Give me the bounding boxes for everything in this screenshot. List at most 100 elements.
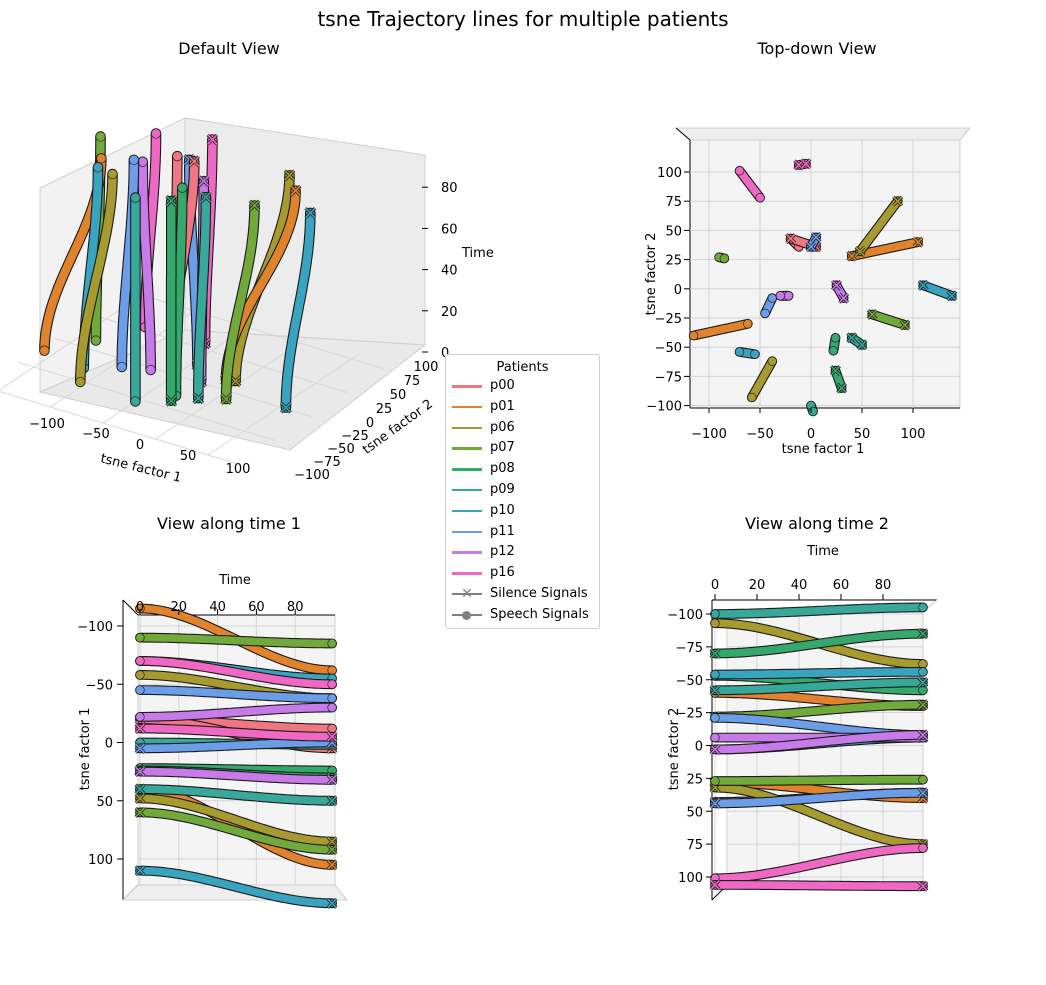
x-tick-label: 20 — [171, 600, 188, 615]
speech-marker — [734, 166, 745, 176]
trajectory-line — [136, 657, 336, 689]
trajectory-line — [711, 731, 927, 754]
cross-marker — [806, 241, 816, 252]
silence-marker — [165, 195, 178, 207]
trajectory-line — [138, 157, 155, 375]
trajectory-line — [711, 775, 927, 785]
speech-marker — [710, 618, 720, 628]
speech-marker — [918, 667, 928, 677]
silence-marker — [946, 290, 958, 302]
speech-marker — [135, 670, 145, 680]
legend-label: p10 — [490, 502, 515, 518]
trajectory-line — [711, 668, 927, 679]
x-tick-label: 0 — [807, 427, 815, 442]
silence-marker — [709, 648, 721, 659]
trajectory-line — [711, 881, 927, 890]
trajectory-line — [136, 703, 336, 721]
figure-title: tsne Trajectory lines for multiple patie… — [317, 7, 728, 31]
cross-marker — [280, 402, 292, 413]
speech-marker — [327, 702, 337, 713]
legend-swatch — [452, 509, 482, 513]
cross-marker — [327, 795, 337, 806]
legend-label: p11 — [490, 523, 515, 539]
corner — [122, 599, 139, 616]
legend: Patients p00 p01 p06 p07 p08 p09 p10 p11 p12 p16 ✕… — [445, 354, 600, 629]
legend-item: p10 — [446, 501, 599, 522]
z-tick-label: 80 — [441, 181, 458, 196]
y-tick-label: 0 — [674, 283, 682, 298]
speech-marker — [775, 291, 786, 301]
speech-marker — [828, 346, 839, 356]
x-axis-label: tsne factor 1 — [782, 442, 865, 457]
trajectory-line — [76, 169, 117, 387]
cross-marker — [135, 743, 145, 754]
trajectory-line — [711, 629, 927, 658]
y-tick-label: −75 — [313, 455, 340, 470]
legend-swatch — [452, 405, 482, 409]
silence-marker — [326, 836, 338, 847]
silence-marker — [805, 241, 817, 253]
trajectory-line — [136, 724, 336, 741]
trajectory-line — [136, 738, 336, 753]
cross-marker — [327, 859, 337, 870]
cross-marker — [710, 880, 720, 890]
cross-marker — [918, 628, 928, 639]
y-tick-label: 100 — [678, 871, 703, 886]
z-tick-label: 40 — [441, 264, 458, 279]
cross-marker — [165, 395, 177, 407]
cross-marker — [327, 898, 337, 909]
silence-marker — [280, 401, 292, 414]
y-axis-label: tsne factor 2 — [644, 233, 659, 316]
silence-marker — [831, 279, 842, 291]
silence-marker — [830, 365, 841, 376]
speech-marker — [128, 154, 139, 165]
silence-marker — [188, 155, 201, 168]
cross-marker — [836, 383, 847, 393]
legend-swatch — [452, 551, 482, 554]
silence-marker — [200, 191, 212, 204]
cross-marker — [846, 251, 857, 261]
silence-marker — [283, 169, 296, 182]
panel-title-time2: View along time 2 — [745, 514, 889, 533]
silence-marker — [856, 339, 868, 351]
legend-swatch — [452, 426, 482, 430]
silence-marker — [899, 319, 911, 331]
silence-marker — [838, 292, 850, 304]
cross-marker — [811, 232, 821, 243]
speech-marker — [92, 162, 104, 173]
legend-item: p11 — [446, 522, 599, 543]
cross-marker — [284, 170, 295, 181]
x-axis-label: tsne factor 1 — [99, 451, 183, 486]
silence-marker — [134, 806, 146, 818]
z-tick-label: 20 — [441, 305, 458, 320]
top-frame — [674, 127, 972, 141]
speech-marker — [830, 333, 841, 343]
y-tick-label: −25 — [676, 707, 703, 722]
cross-marker — [710, 685, 720, 696]
speech-marker — [135, 633, 145, 643]
x-axis-label: Time — [806, 544, 839, 559]
x-tick-label: −50 — [746, 427, 773, 442]
speech-marker — [767, 356, 777, 366]
y-tick-label: −100 — [667, 608, 703, 623]
legend-swatch — [452, 385, 482, 388]
speech-marker — [150, 128, 162, 139]
trajectory-line — [711, 783, 927, 848]
legend-label: p09 — [490, 481, 515, 497]
cross-marker — [327, 774, 337, 785]
silence-marker — [917, 628, 929, 640]
legend-item: p16 — [446, 563, 599, 584]
trajectory-line — [711, 678, 927, 695]
speech-marker — [710, 713, 720, 723]
cross-marker-icon: ✕ — [461, 585, 473, 602]
cross-marker — [193, 392, 204, 404]
panel-title-time1: View along time 1 — [157, 514, 301, 533]
legend-item: p07 — [446, 438, 599, 459]
speech-marker — [39, 345, 50, 356]
legend-item: p08 — [446, 459, 599, 480]
silence-marker — [248, 199, 261, 212]
silence-marker — [785, 233, 797, 245]
legend-label: p16 — [490, 565, 515, 581]
silence-marker — [800, 158, 812, 170]
silence-marker — [846, 332, 858, 344]
